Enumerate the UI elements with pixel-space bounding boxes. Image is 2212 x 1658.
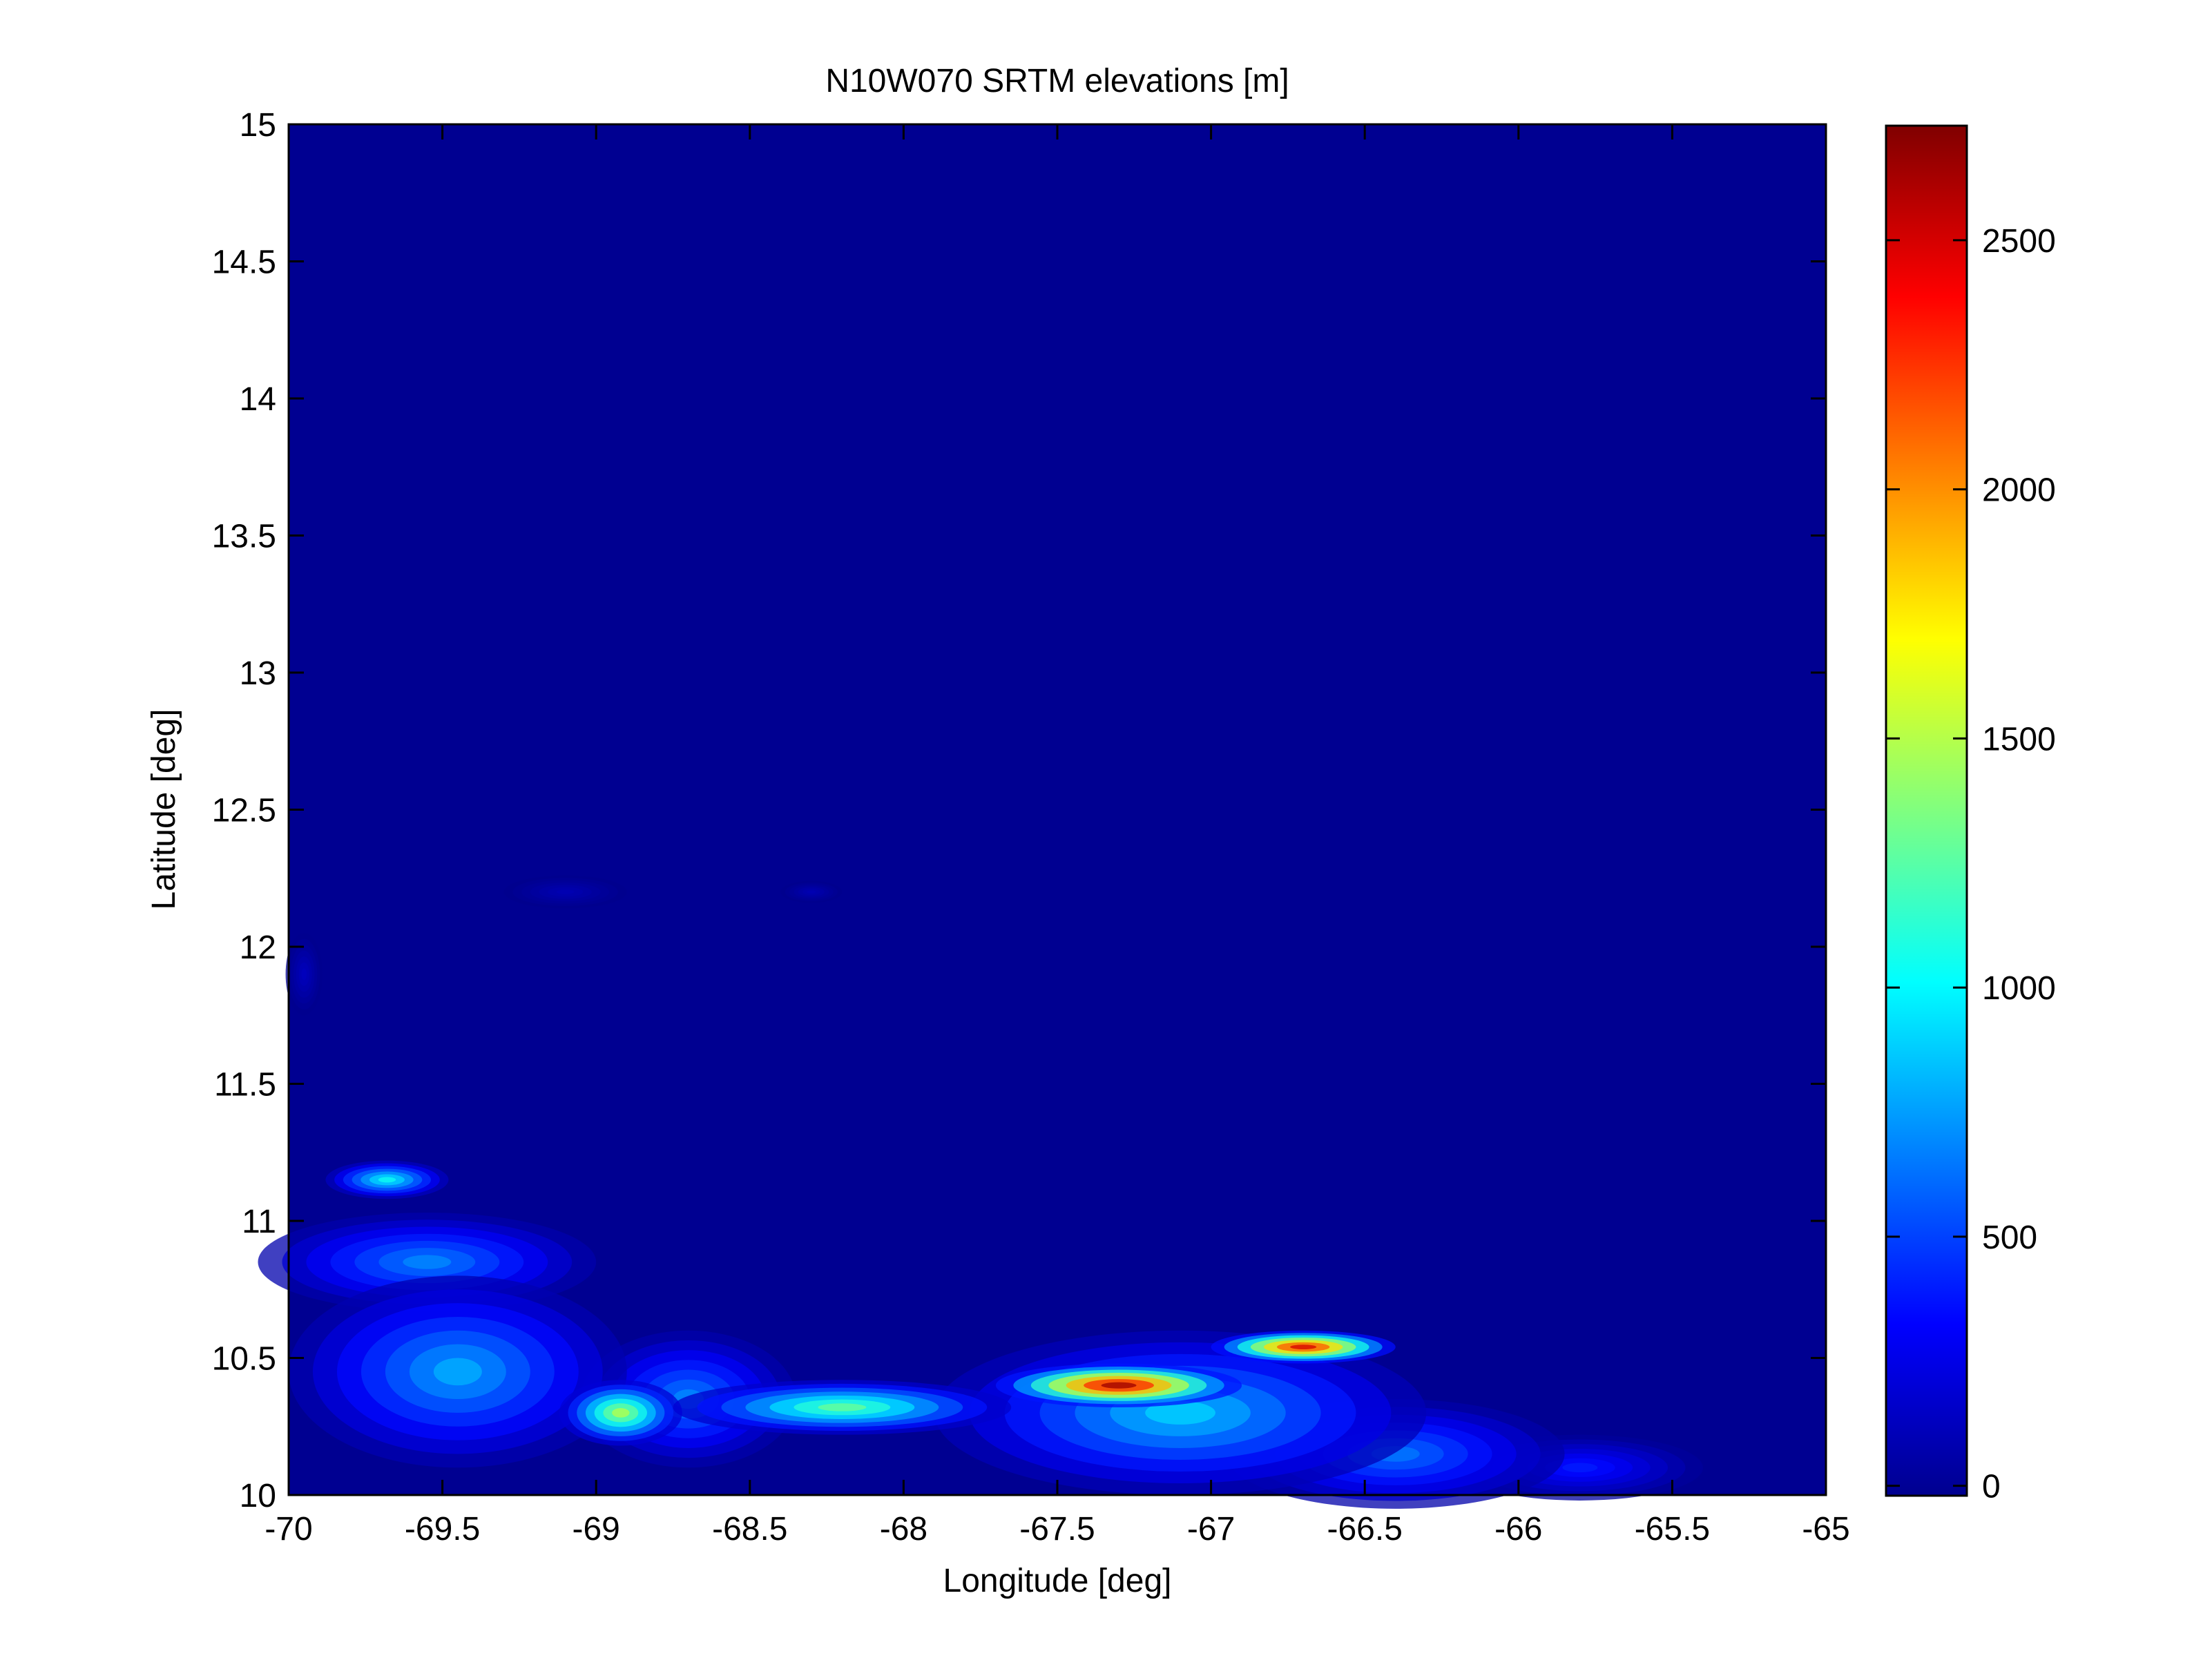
x-tick-label: -65.5 [1635,1511,1710,1548]
elevation-contour [1290,1344,1317,1350]
y-tick-label: 13.5 [212,519,276,555]
elevation-feature [325,1160,449,1199]
x-tick-label: -67 [1187,1511,1235,1548]
x-tick-label: -70 [265,1511,312,1548]
elevation-feature [289,1275,627,1468]
x-axis: -70 -69.5 -69 -68.5 -68 -67.5 -67 -66.5 -66 -65.5… [265,124,1850,1548]
elevation-contour [1101,1382,1137,1389]
elevation-contour [1562,1463,1598,1473]
elevation-contour [403,1255,452,1269]
plot-area [258,123,1827,1509]
x-axis-label: Longitude [deg] [943,1563,1172,1599]
elevation-contour [433,1358,482,1386]
elevation-contour [556,889,575,895]
y-tick-label: 12 [240,929,276,966]
elevation-feature [285,933,323,1016]
elevation-feature [503,875,627,909]
y-axis-label: Latitude [deg] [146,709,182,910]
x-tick-label: -66 [1494,1511,1542,1548]
elevation-contour [818,1403,867,1411]
colorbar-tick-label: 500 [1982,1220,2037,1256]
colorbar-gradient [1885,124,1968,1497]
x-tick-label: -68 [880,1511,927,1548]
colorbar-tick-label: 0 [1982,1469,2001,1505]
elevation-contour [301,968,307,981]
chart-title: N10W070 SRTM elevations [m] [825,63,1289,99]
elevation-contour [1145,1400,1215,1425]
elevation-feature [559,1380,682,1446]
terrain-layer [258,875,1703,1509]
colorbar: 0 500 1000 1500 2000 2500 [1885,124,2056,1505]
colorbar-ticks: 0 500 1000 1500 2000 2500 [1886,223,2056,1505]
y-tick-label: 13 [240,655,276,692]
colorbar-tick-label: 1500 [1982,721,2056,758]
y-tick-label: 11.5 [214,1067,276,1103]
elevation-feature [995,1363,1242,1407]
x-tick-label: -69.5 [405,1511,480,1548]
elevation-feature [780,880,843,903]
x-tick-label: -69 [573,1511,620,1548]
elevation-contour [612,1408,630,1418]
colorbar-tick-label: 2000 [1982,472,2056,509]
y-tick-label: 14.5 [212,244,276,281]
y-tick-label: 11 [242,1204,276,1240]
y-tick-label: 14 [240,381,276,418]
x-tick-label: -65 [1802,1511,1849,1548]
elevation-feature [1211,1330,1396,1364]
colorbar-tick-label: 1000 [1982,970,2056,1007]
x-tick-label: -67.5 [1019,1511,1095,1548]
colorbar-tick-label: 2500 [1982,223,2056,260]
elevation-contour [807,890,816,894]
y-axis: 10 10.5 11 11.5 12 12.5 13 13.5 14 14.5 15 [212,107,1826,1514]
elevation-contour [378,1177,396,1183]
y-tick-label: 12.5 [212,793,276,829]
x-tick-label: -68.5 [712,1511,787,1548]
y-tick-label: 10.5 [212,1341,276,1378]
elevation-feature [673,1380,1012,1435]
y-tick-label: 10 [240,1478,276,1514]
x-tick-label: -66.5 [1327,1511,1402,1548]
y-tick-label: 15 [240,107,276,144]
